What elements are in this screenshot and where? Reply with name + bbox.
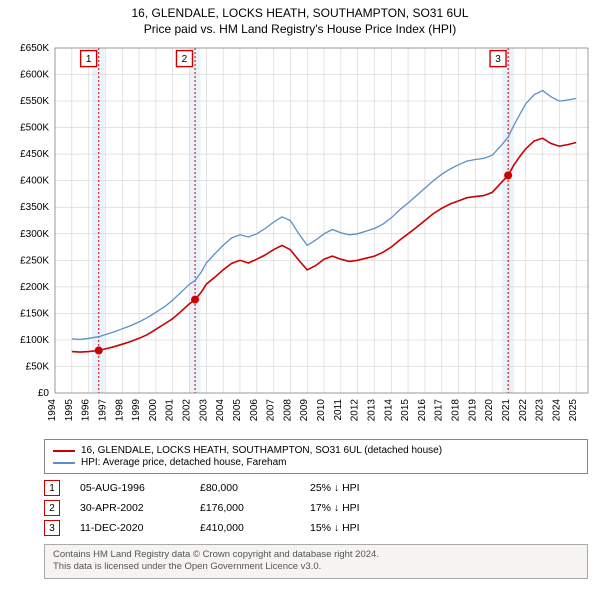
sales-diff: 17% ↓ HPI [310,502,410,514]
chart-area: £0 £50K £100K £150K £200K £250K £300K £350K £400… [0,38,600,433]
x-tick-label: 2013 [366,399,377,422]
chart-badge-label: 3 [495,54,501,65]
x-tick-label: 2015 [400,399,411,422]
x-tick-label: 2014 [383,399,394,422]
sales-price: £410,000 [200,522,290,534]
sales-date: 05-AUG-1996 [80,482,180,494]
legend: 16, GLENDALE, LOCKS HEATH, SOUTHAMPTON, … [44,439,588,474]
legend-row: HPI: Average price, detached house, Fare… [53,457,579,468]
sales-diff: 15% ↓ HPI [310,522,410,534]
x-tick-label: 2021 [501,399,512,422]
sales-date: 11-DEC-2020 [80,522,180,534]
y-tick-label: £550K [20,96,49,107]
legend-label: HPI: Average price, detached house, Fare… [81,457,287,468]
y-tick-label: £600K [20,70,49,81]
y-tick-label: £0 [38,388,50,399]
sale-marker [191,296,199,304]
x-tick-label: 2009 [299,399,310,422]
x-tick-label: 2017 [434,399,445,422]
attribution-line2: This data is licensed under the Open Gov… [53,561,579,573]
x-tick-label: 2008 [282,399,293,422]
legend-swatch [53,450,75,452]
title-subtitle: Price paid vs. HM Land Registry's House … [10,22,590,36]
y-tick-label: £50K [26,361,50,372]
title-address: 16, GLENDALE, LOCKS HEATH, SOUTHAMPTON, … [10,6,590,20]
x-tick-label: 2011 [333,399,344,421]
sales-date: 30-APR-2002 [80,502,180,514]
y-tick-label: £250K [20,255,49,266]
x-tick-label: 1997 [97,399,108,422]
x-tick-label: 2003 [198,399,209,422]
y-tick-label: £350K [20,202,49,213]
sales-table: 1 05-AUG-1996 £80,000 25% ↓ HPI 2 30-APR-2002… [44,480,588,536]
x-tick-label: 1998 [114,399,125,422]
x-tick-label: 2002 [182,399,193,422]
x-tick-label: 1996 [81,399,92,422]
sales-price: £80,000 [200,482,290,494]
chart-container: 16, GLENDALE, LOCKS HEATH, SOUTHAMPTON, … [0,0,600,579]
chart-badge-label: 1 [86,54,92,65]
y-tick-label: £100K [20,335,49,346]
x-tick-label: 1999 [131,399,142,422]
sales-diff: 25% ↓ HPI [310,482,410,494]
attribution-line1: Contains HM Land Registry data © Crown c… [53,549,579,561]
sales-row: 1 05-AUG-1996 £80,000 25% ↓ HPI [44,480,588,496]
y-tick-label: £500K [20,123,49,134]
sale-marker [95,347,103,355]
x-tick-label: 2006 [249,399,260,422]
y-tick-label: £150K [20,308,49,319]
x-tick-label: 1994 [47,399,58,422]
y-tick-label: £400K [20,176,49,187]
title-block: 16, GLENDALE, LOCKS HEATH, SOUTHAMPTON, … [0,0,600,38]
x-tick-label: 2000 [148,399,159,422]
x-tick-label: 2012 [350,399,361,422]
sales-badge: 3 [44,520,60,536]
chart-svg: £0 £50K £100K £150K £200K £250K £300K £350K £400… [0,38,600,433]
y-tick-label: £450K [20,149,49,160]
sales-badge: 2 [44,500,60,516]
x-tick-label: 2010 [316,399,327,422]
x-tick-label: 2005 [232,399,243,422]
legend-swatch [53,462,75,464]
x-tick-label: 2016 [417,399,428,422]
legend-row: 16, GLENDALE, LOCKS HEATH, SOUTHAMPTON, … [53,445,579,456]
x-tick-label: 2001 [165,399,176,422]
x-tick-label: 2004 [215,399,226,422]
x-tick-label: 2024 [551,399,562,422]
y-tick-label: £300K [20,229,49,240]
sales-badge: 1 [44,480,60,496]
legend-label: 16, GLENDALE, LOCKS HEATH, SOUTHAMPTON, … [81,445,442,456]
x-tick-label: 2025 [568,399,579,422]
x-tick-label: 1995 [64,399,75,422]
x-tick-label: 2022 [518,399,529,422]
attribution-box: Contains HM Land Registry data © Crown c… [44,544,588,579]
y-tick-label: £650K [20,43,49,54]
x-tick-label: 2020 [484,399,495,422]
x-tick-label: 2007 [266,399,277,422]
sale-marker [504,171,512,179]
sales-row: 3 11-DEC-2020 £410,000 15% ↓ HPI [44,520,588,536]
x-tick-label: 2018 [451,399,462,422]
sales-price: £176,000 [200,502,290,514]
x-tick-label: 2019 [467,399,478,422]
y-tick-label: £200K [20,282,49,293]
x-tick-label: 2023 [535,399,546,422]
chart-badge-label: 2 [182,54,188,65]
sales-row: 2 30-APR-2002 £176,000 17% ↓ HPI [44,500,588,516]
